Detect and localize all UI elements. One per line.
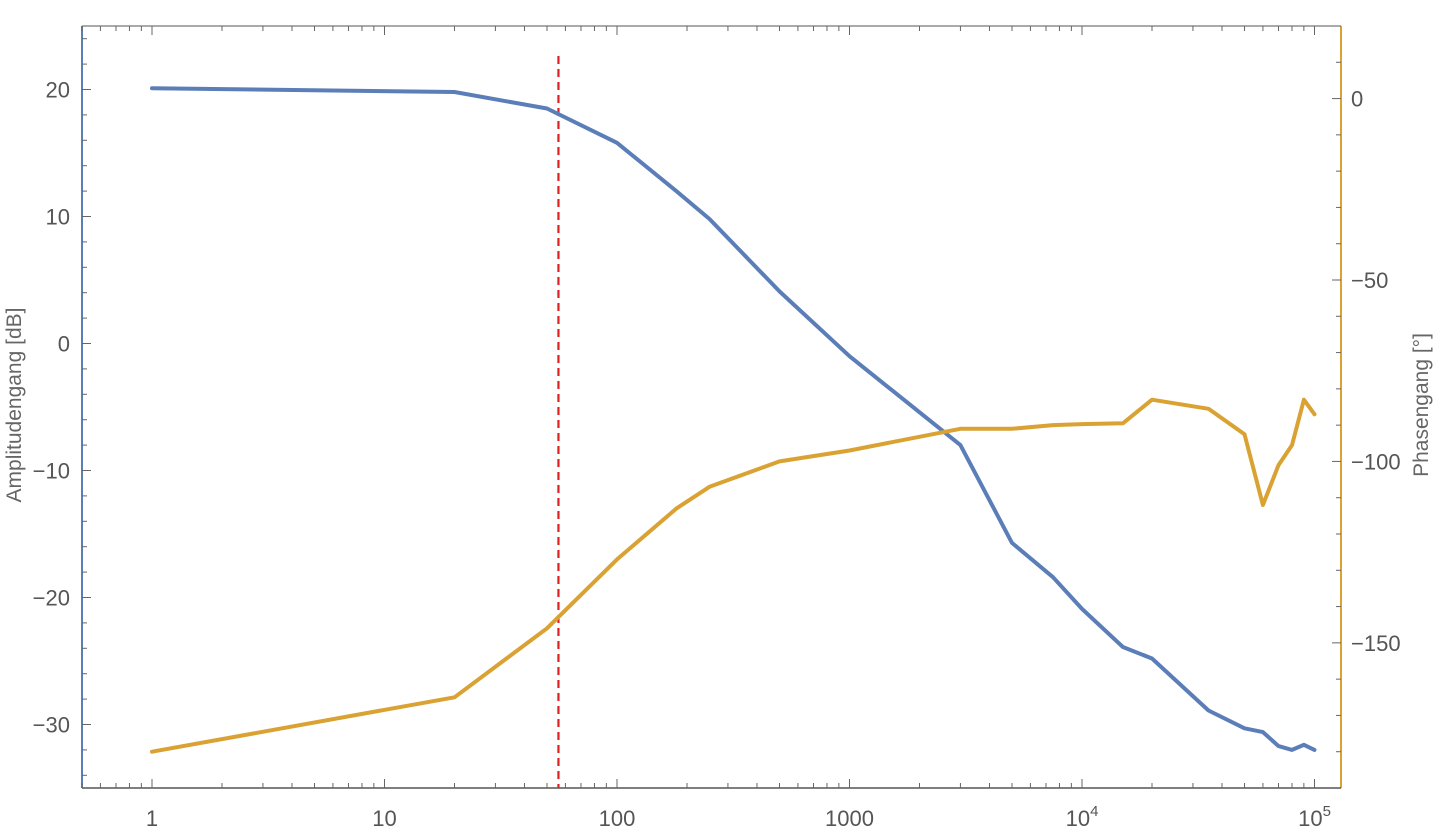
amplitude-series-line (150, 86, 1317, 752)
y-left-tick-label: −30 (33, 713, 70, 738)
y-left-tick-label: −20 (33, 586, 70, 611)
y-left-tick-label: 20 (46, 78, 70, 103)
right-axis: 0 −50 −100 −150 (1332, 25, 1401, 789)
x-tick-label: 1 (146, 806, 158, 831)
x-tick-label: 100 (599, 806, 636, 831)
y-right-tick-label: −50 (1351, 268, 1388, 293)
plot-series (150, 56, 1317, 788)
x-tick-label: 105 (1298, 803, 1331, 831)
x-axis: 1 10 100 1000 104 105 (81, 25, 1341, 831)
y-axis-right-title: Phasengang [°] (1410, 333, 1433, 477)
x-tick-label: 1000 (825, 806, 874, 831)
y-left-tick-label: 10 (46, 205, 70, 230)
y-right-tick-label: 0 (1351, 87, 1363, 112)
y-left-tick-label: 0 (58, 332, 70, 357)
phase-series-line (150, 397, 1317, 754)
axis-titles: Amplitudengang [dB] Phasengang [°] (3, 308, 1433, 503)
x-tick-label: 104 (1066, 803, 1099, 831)
left-axis: 20 10 0 −10 −20 −30 (33, 26, 91, 788)
y-axis-left-title: Amplitudengang [dB] (3, 308, 26, 503)
y-left-tick-label: −10 (33, 459, 70, 484)
x-tick-label: 10 (372, 806, 396, 831)
y-right-tick-label: −100 (1351, 449, 1401, 474)
y-right-tick-label: −150 (1351, 631, 1401, 656)
